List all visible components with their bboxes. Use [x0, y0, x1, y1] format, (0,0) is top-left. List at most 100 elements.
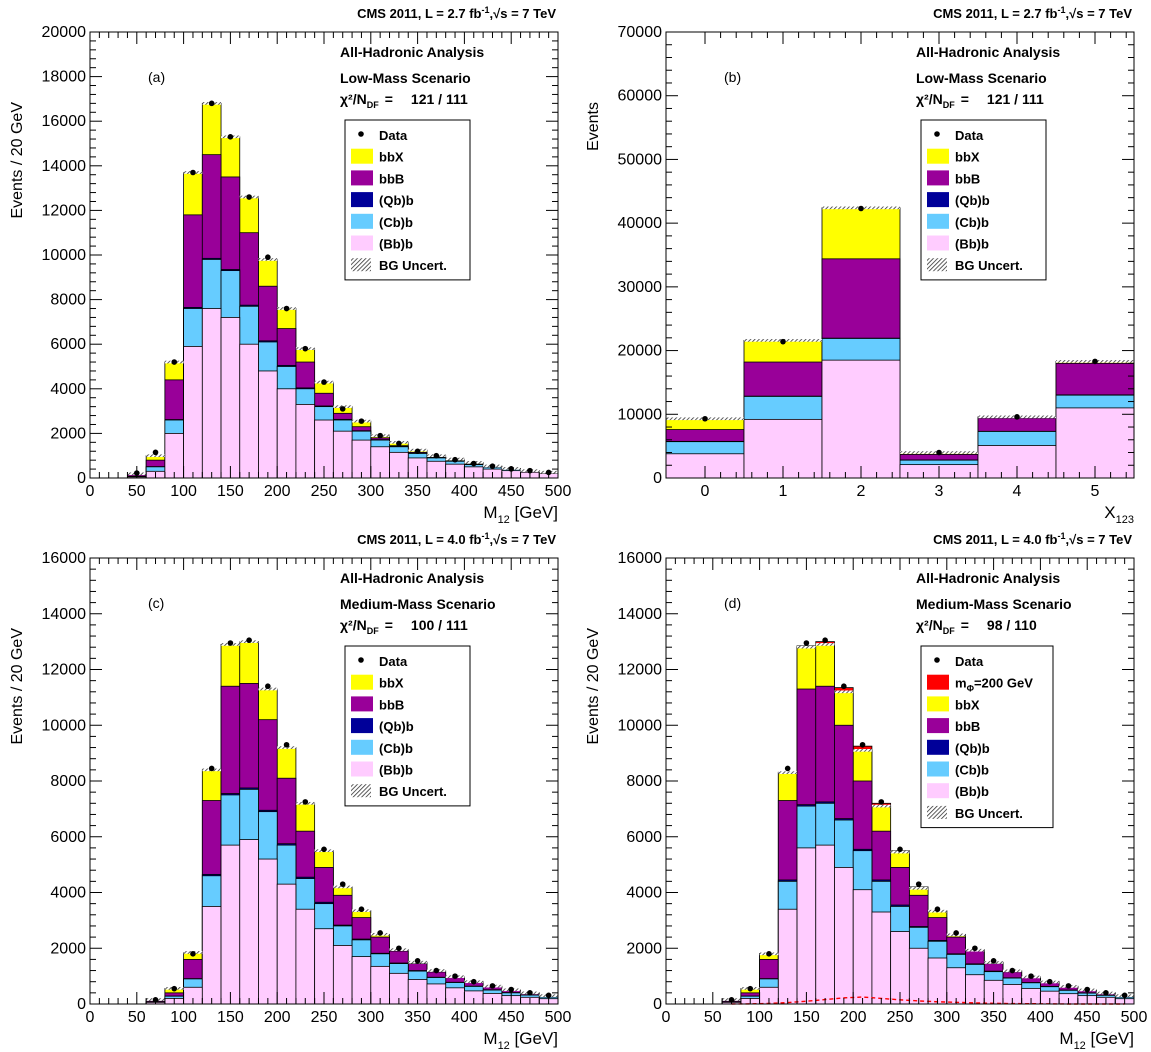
x-label-sub: 12 — [498, 514, 510, 526]
chart-d: 0 2000 4000 6000 8000 10000 12000 14000 16000 0 50… — [585, 531, 1147, 1052]
legend-label-sub: Φ — [967, 684, 975, 694]
legend-swatch-bbB — [927, 170, 949, 186]
x-tick-label: 500 — [545, 483, 572, 500]
uncertainty-band — [815, 643, 835, 646]
panel-label: (c) — [148, 595, 164, 611]
bar-Bbb — [796, 847, 817, 1005]
y-tick-label: 4000 — [50, 885, 86, 902]
x-tick-label: 350 — [980, 1009, 1007, 1026]
y-tick-label: 10000 — [618, 406, 663, 423]
data-point — [396, 945, 402, 952]
legend-label-main: bbB — [955, 719, 980, 734]
scenario-text: Medium-Mass Scenario — [340, 596, 496, 612]
y-tick-label: 6000 — [50, 336, 86, 353]
header-text: CMS 2011, L = 4.0 fb-1,√s = 7 TeV — [933, 531, 1132, 547]
x-tick-label: 300 — [357, 1009, 384, 1026]
legend-swatch-Bbb — [927, 235, 949, 251]
x-tick-label: 0 — [662, 1009, 671, 1026]
y-tick-label: 16000 — [42, 113, 87, 130]
bar-Bbb — [834, 867, 854, 1005]
legend-label-main: (Qb)b — [955, 741, 990, 756]
chi2-text: χ²/NDF = 121 / 111 — [340, 91, 468, 110]
data-point — [208, 765, 215, 772]
plot-frame — [665, 31, 1135, 479]
legend-label: (Bb)b — [955, 784, 989, 799]
data-point — [171, 359, 178, 365]
header-sup: -1 — [1057, 531, 1065, 541]
y-tick-label: 4000 — [626, 885, 662, 902]
data-point — [339, 406, 346, 412]
header-tail: ,√s = 7 TeV — [489, 532, 556, 547]
legend-label: (Qb)b — [379, 193, 414, 208]
data-point — [934, 906, 941, 913]
y-tick-label: 12000 — [42, 202, 87, 219]
panel-label: (b) — [724, 69, 741, 85]
legend-label: (Cb)b — [379, 215, 413, 230]
x-axis-label: X123 — [1104, 503, 1134, 526]
y-tick-label: 20000 — [618, 343, 663, 360]
legend-swatch-signal — [927, 674, 949, 690]
legend-label-main: (Qb)b — [955, 193, 990, 208]
data-point — [1014, 414, 1020, 420]
bar-Bbb — [295, 908, 316, 1005]
legend-label: BG Uncert. — [379, 784, 447, 799]
data-point — [227, 640, 234, 646]
y-tick-label: 0 — [653, 996, 662, 1013]
legend-label: bbX — [379, 676, 404, 691]
data-point — [489, 463, 496, 469]
scenario-text: Medium-Mass Scenario — [916, 596, 1072, 612]
x-tick-label: 1 — [779, 483, 788, 500]
chi2-label: χ²/N — [340, 91, 367, 107]
legend-swatch-Bbb — [927, 783, 949, 799]
legend-label: bbB — [379, 697, 404, 712]
data-point — [283, 741, 290, 748]
chi2-label: χ²/N — [916, 617, 943, 633]
bar-Bbb — [276, 388, 297, 479]
y-tick-label: 0 — [77, 996, 86, 1013]
x-label-unit: [GeV] — [510, 1029, 558, 1048]
bar-Bbb — [239, 343, 259, 479]
chi2-sub: DF — [367, 100, 379, 110]
bar-Bbb — [220, 317, 241, 479]
data-point — [1121, 992, 1128, 999]
y-tick-label: 10000 — [42, 717, 87, 734]
y-axis-label: Events / 20 GeV — [585, 628, 602, 745]
data-point — [859, 741, 866, 748]
data-point — [702, 415, 708, 422]
legend-label-main: Data — [955, 128, 984, 143]
bar-Bbb — [183, 346, 203, 479]
x-label-main: X — [1104, 503, 1115, 522]
y-tick-label: 12000 — [618, 662, 663, 679]
data-point — [489, 983, 496, 989]
panel-label: (a) — [148, 69, 165, 85]
bar-Bbb — [332, 430, 353, 479]
panel-label: (d) — [724, 595, 741, 611]
x-tick-label: 450 — [498, 1009, 525, 1026]
data-point — [990, 957, 997, 964]
x-tick-label: 300 — [933, 1009, 960, 1026]
bar-Bbb — [276, 883, 297, 1005]
legend-label-main: (Cb)b — [379, 741, 413, 756]
y-axis-label: Events — [585, 102, 602, 151]
data-point — [766, 951, 772, 957]
x-label-unit: [GeV] — [510, 503, 558, 522]
chi2-value: 121 / 111 — [411, 91, 468, 107]
legend-label: bbX — [379, 150, 404, 165]
x-label-main: M — [1059, 1029, 1073, 1048]
data-point — [246, 194, 252, 200]
legend-swatch-Qbb — [351, 192, 373, 208]
chi2-eq: = — [961, 617, 969, 633]
data-point — [803, 640, 810, 646]
header-main: CMS 2011, L = 2.7 fb — [357, 6, 481, 21]
x-axis-label: M12 [GeV] — [1059, 1029, 1134, 1052]
bar-Bbb — [201, 308, 222, 479]
bar-Bbb — [258, 858, 278, 1005]
data-point — [784, 765, 791, 772]
data-point — [747, 985, 754, 992]
data-point — [972, 945, 978, 952]
chart-c: 0 2000 4000 6000 8000 10000 12000 14000 16000 0 50… — [9, 531, 571, 1052]
y-tick-label: 10000 — [42, 247, 87, 264]
data-point — [527, 467, 533, 474]
legend-swatch-bbX — [927, 148, 949, 164]
analysis-text: All-Hadronic Analysis — [340, 44, 484, 60]
